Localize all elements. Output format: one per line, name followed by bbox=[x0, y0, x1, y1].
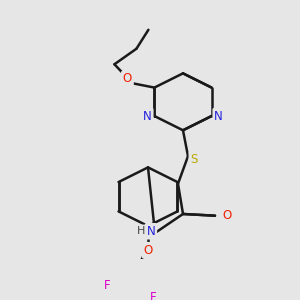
Text: O: O bbox=[143, 244, 153, 257]
Text: F: F bbox=[104, 279, 110, 292]
Text: O: O bbox=[222, 209, 232, 222]
Text: N: N bbox=[143, 110, 152, 123]
Text: S: S bbox=[190, 153, 198, 166]
Text: N: N bbox=[214, 110, 223, 123]
Text: O: O bbox=[123, 72, 132, 86]
Text: F: F bbox=[150, 291, 156, 300]
Text: N: N bbox=[147, 225, 155, 238]
Text: H: H bbox=[137, 226, 145, 236]
